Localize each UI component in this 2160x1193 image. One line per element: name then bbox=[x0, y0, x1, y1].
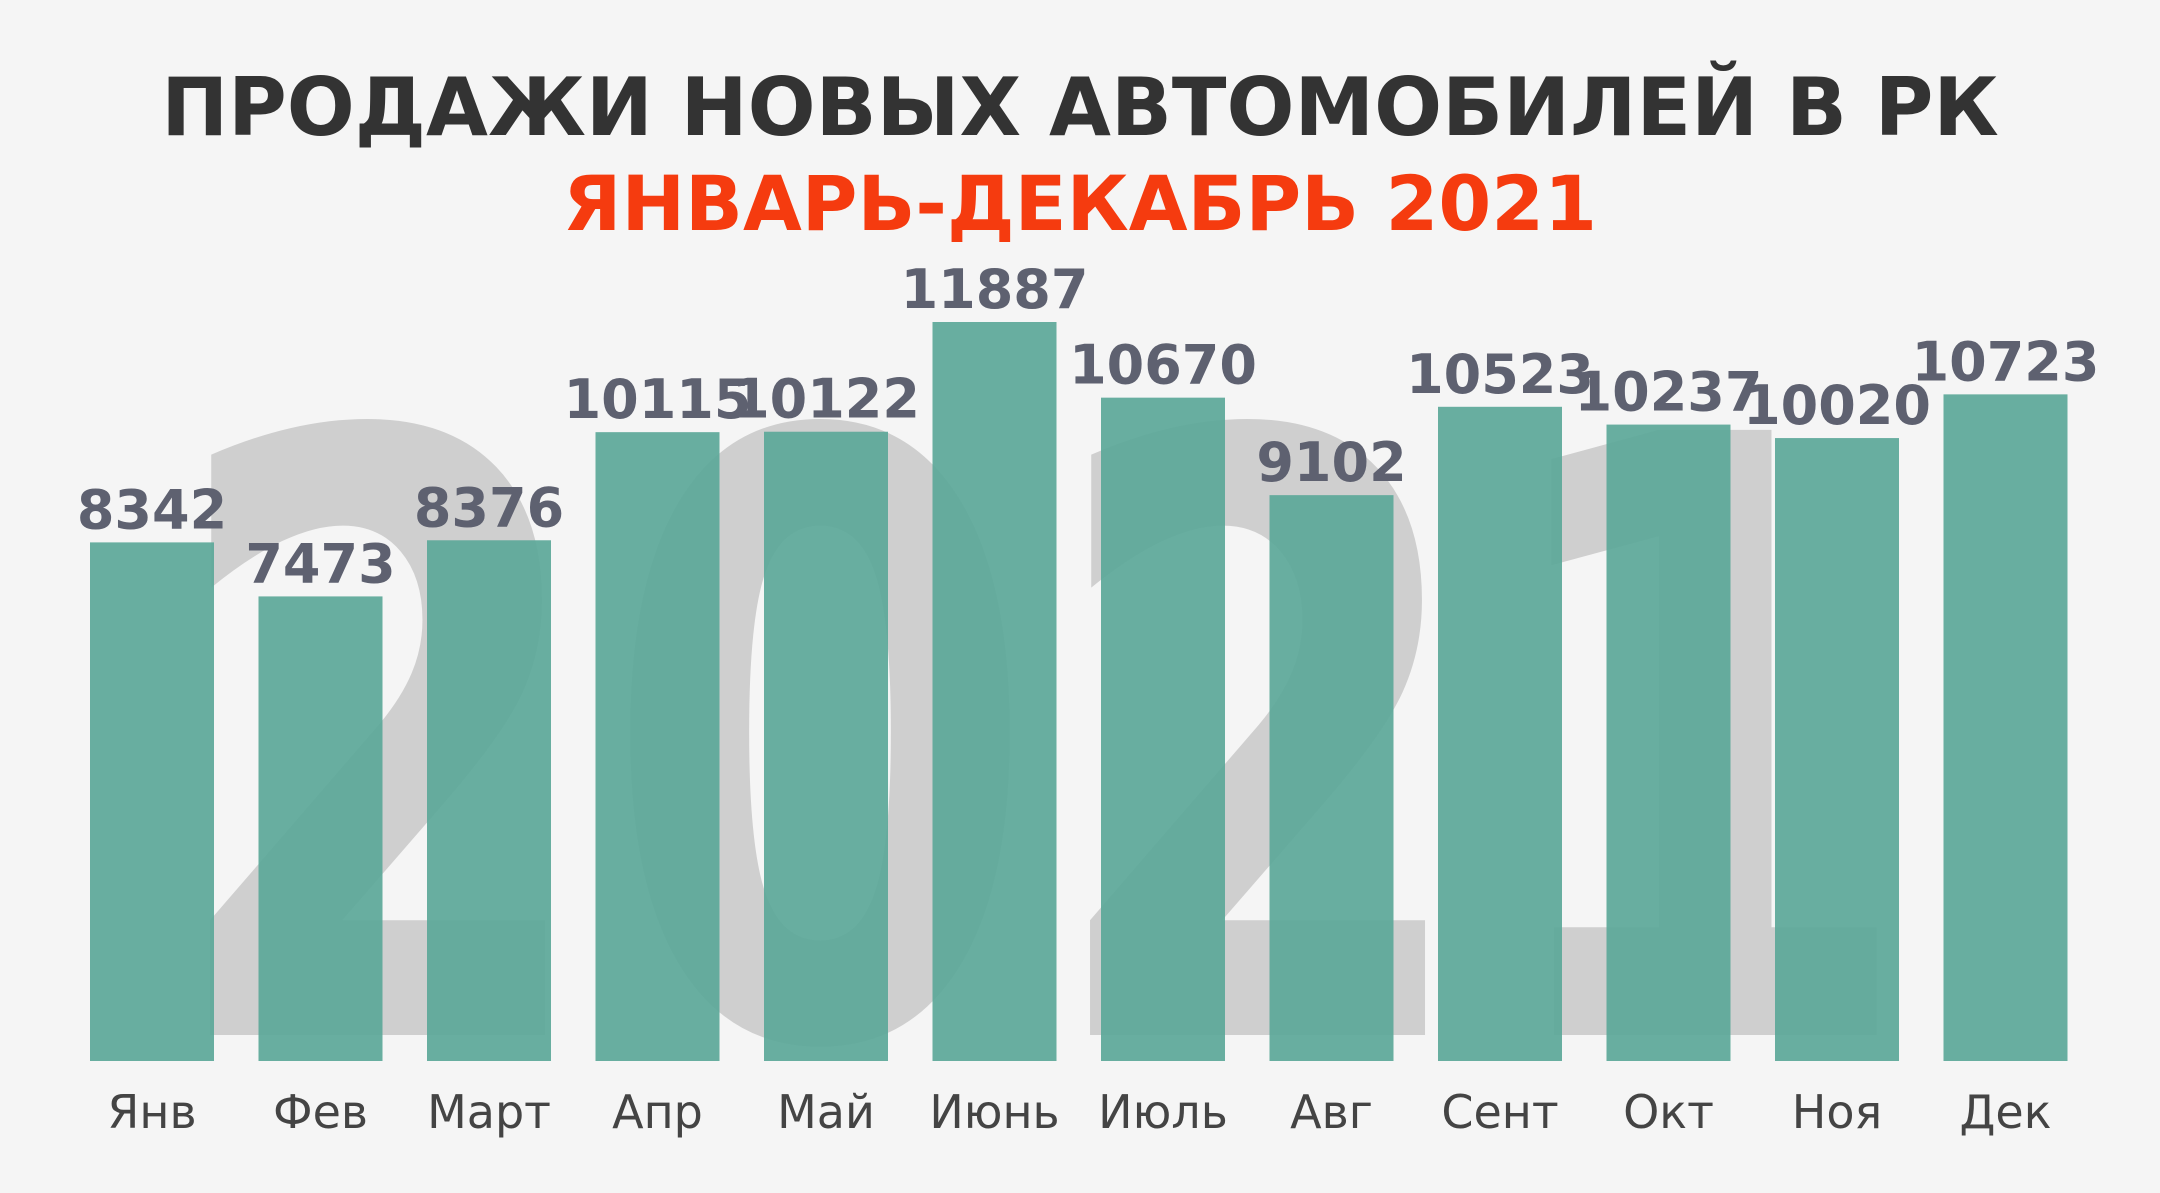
x-tick-label: Март bbox=[427, 1085, 551, 1139]
x-tick-label: Дек bbox=[1959, 1085, 2051, 1139]
value-label: 10237 bbox=[1575, 361, 1763, 424]
x-tick-label: Фев bbox=[273, 1085, 368, 1139]
value-label: 10115 bbox=[564, 368, 752, 431]
bar bbox=[258, 596, 383, 1061]
bar bbox=[1775, 438, 1899, 1061]
bar bbox=[1943, 394, 2068, 1061]
x-tick-label: Авг bbox=[1290, 1085, 1373, 1139]
bar bbox=[595, 432, 720, 1061]
value-label: 11887 bbox=[901, 258, 1089, 321]
chart-subtitle: ЯНВАРЬ-ДЕКАБРЬ 2021 bbox=[563, 159, 1597, 248]
x-tick-label: Янв bbox=[107, 1085, 196, 1139]
x-tick-label: Май bbox=[777, 1085, 875, 1139]
value-label: 10122 bbox=[732, 368, 920, 431]
bar bbox=[90, 542, 214, 1061]
bar bbox=[427, 540, 551, 1061]
value-label: 9102 bbox=[1256, 431, 1406, 494]
value-label: 10020 bbox=[1743, 374, 1931, 437]
value-label: 8342 bbox=[77, 478, 227, 541]
chart-title: ПРОДАЖИ НОВЫХ АВТОМОБИЛЕЙ В РК bbox=[161, 60, 1999, 154]
x-tick-label: Сент bbox=[1441, 1085, 1558, 1139]
value-label: 8376 bbox=[414, 476, 564, 539]
bar bbox=[1269, 495, 1394, 1061]
bar bbox=[764, 431, 888, 1061]
value-label: 10723 bbox=[1912, 330, 2100, 393]
x-tick-label: Окт bbox=[1623, 1085, 1714, 1139]
x-tick-label: Апр bbox=[612, 1085, 703, 1139]
x-tick-label: Ноя bbox=[1792, 1085, 1882, 1139]
value-label: 10670 bbox=[1069, 334, 1257, 397]
bar bbox=[932, 322, 1057, 1061]
value-label: 10523 bbox=[1406, 343, 1594, 406]
bar bbox=[1606, 424, 1731, 1061]
value-label: 7473 bbox=[245, 532, 395, 595]
bar bbox=[1438, 406, 1562, 1061]
x-tick-label: Июнь bbox=[929, 1085, 1059, 1139]
bar bbox=[1101, 397, 1225, 1061]
x-tick-label: Июль bbox=[1098, 1085, 1228, 1139]
